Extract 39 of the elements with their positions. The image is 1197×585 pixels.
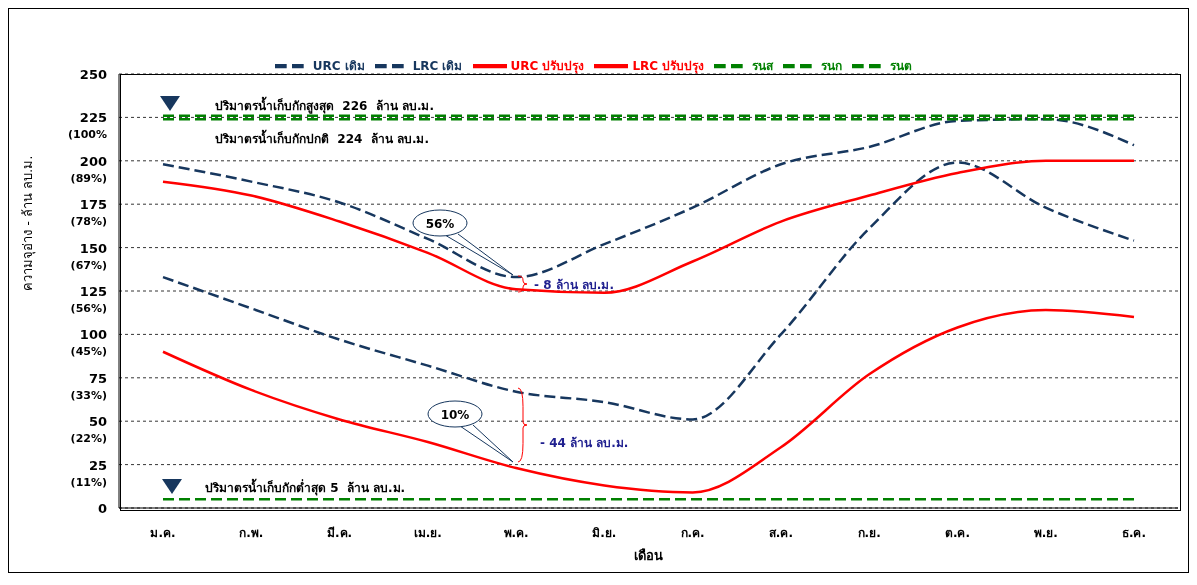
annotation: - 8 ล้าน ลบ.ม. [534,278,614,292]
y-tick-label: 225 (100% [67,110,107,142]
x-tick-label: ส.ค. [768,525,793,540]
y-tick-label: 175 (78%) [70,197,107,229]
y-tick-label: 150 (67%) [70,240,107,272]
x-tick-label: ม.ค. [150,525,176,540]
legend-label: LRC ปรับปรุง [632,58,705,73]
x-axis-title: เดือน [634,548,663,563]
legend-label: รนก [821,58,843,73]
y-tick-label: 125 (56%) [70,284,107,315]
legend-label: URC ปรับปรุง [510,58,585,73]
annotation: ปริมาตรน้ำเก็บกักปกติ 224 ล้าน ลบ.ม. [215,129,430,146]
x-tick-label: พ.ย. [1033,525,1058,540]
x-tick-label: พ.ค. [503,525,529,540]
y-tick-label: 0 [97,501,107,516]
x-tick-label: ธ.ค. [1121,525,1147,540]
x-tick-label: ก.พ. [239,525,264,540]
x-tick-label: เม.ย. [413,525,442,540]
x-tick-label: ก.ย. [857,525,881,540]
y-tick-label: 25 (11%) [70,457,107,489]
x-tick-label: มี.ค. [326,525,353,540]
legend-label: รนส [752,58,774,73]
annotation: ปริมาตรน้ำเก็บกักต่ำสุด 5 ล้าน ลบ.ม. [205,478,406,496]
x-tick-label: ก.ค. [680,525,705,540]
y-tick-label: 50 (22%) [70,414,107,446]
y-tick-label: 100 (45%) [70,327,107,359]
legend-label: รนต [890,58,913,73]
y-tick-label: 250 [79,67,107,82]
y-tick-label: 200 (89%) [70,153,107,185]
legend-label: URC เดิม [312,58,365,73]
annotation: 10% [440,408,470,422]
annotation: - 44 ล้าน ลบ.ม. [540,436,629,450]
x-tick-label: ต.ค. [944,525,971,540]
annotation: 56% [425,217,455,231]
y-tick-label: 75 (33%) [70,370,107,402]
y-axis-title: ความจุอ่าง - ล้าน ลบ.ม. [19,155,36,291]
x-tick-label: มิ.ย. [592,525,617,540]
legend-label: LRC เดิม [412,58,463,73]
annotation: ปริมาตรน้ำเก็บกักสูงสุด 226 ล้าน ลบ.ม. [215,96,435,114]
